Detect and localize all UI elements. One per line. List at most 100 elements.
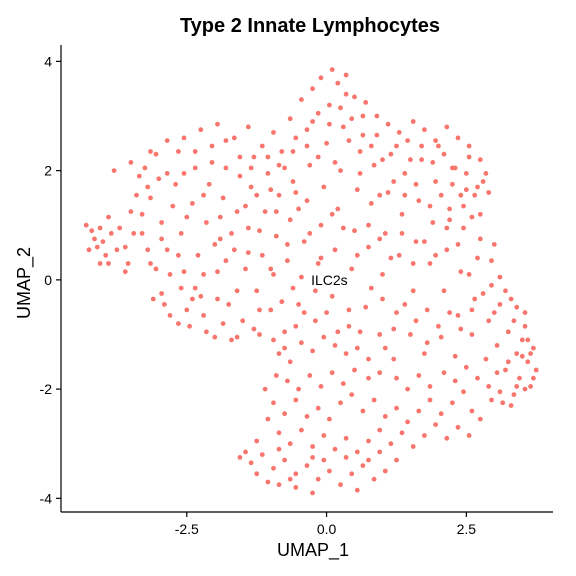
data-point (265, 154, 271, 160)
data-point (310, 490, 315, 496)
data-point (335, 80, 341, 86)
data-point (204, 329, 209, 335)
data-point (296, 206, 301, 212)
data-point (223, 165, 229, 171)
data-point (475, 255, 480, 261)
data-point (318, 255, 324, 261)
data-point (374, 132, 380, 138)
data-point (304, 143, 310, 149)
data-point (276, 446, 282, 452)
data-point (455, 135, 461, 141)
data-point (477, 236, 483, 242)
data-point (204, 220, 209, 225)
data-point (505, 359, 511, 365)
data-point (310, 455, 315, 460)
data-point (346, 138, 352, 144)
data-point (315, 110, 321, 116)
data-point (301, 239, 307, 245)
data-point (402, 171, 408, 176)
data-point (416, 198, 422, 204)
data-point (220, 195, 226, 201)
data-point (265, 416, 271, 422)
data-point (377, 449, 383, 455)
data-point (259, 252, 265, 258)
data-point (413, 318, 419, 324)
data-point (271, 465, 276, 471)
data-point (461, 203, 466, 209)
data-point (128, 209, 134, 215)
data-point (139, 231, 145, 236)
data-point (444, 225, 450, 231)
data-point (304, 463, 310, 468)
data-point (382, 414, 388, 419)
data-point (458, 269, 464, 275)
data-point (327, 468, 332, 474)
data-point (313, 288, 318, 294)
data-point (368, 143, 374, 149)
data-point (396, 252, 402, 258)
data-point (201, 192, 207, 198)
data-point (338, 482, 343, 488)
data-point (329, 370, 335, 376)
data-point (452, 378, 458, 384)
data-point (469, 408, 475, 414)
data-point (304, 127, 310, 133)
data-point (321, 433, 327, 438)
data-point (215, 121, 220, 127)
data-point (413, 181, 419, 187)
data-point (209, 160, 215, 165)
data-point (466, 433, 472, 438)
data-point (243, 266, 248, 272)
data-point (321, 184, 327, 190)
data-point (111, 168, 117, 174)
data-point (299, 97, 304, 102)
data-point (522, 323, 528, 329)
data-point (167, 313, 173, 318)
data-point (148, 149, 153, 154)
data-point (293, 397, 299, 403)
data-point (293, 190, 299, 195)
data-point (195, 252, 201, 258)
data-point (139, 211, 145, 217)
data-point (394, 405, 399, 411)
data-point (276, 192, 282, 198)
data-point (500, 400, 506, 406)
data-point (394, 143, 399, 149)
data-point (287, 441, 293, 447)
data-point (265, 479, 271, 485)
data-point (184, 214, 190, 220)
data-point (231, 247, 237, 253)
data-point (262, 209, 268, 215)
points-layer (83, 67, 539, 496)
data-point (279, 149, 285, 154)
data-point (394, 375, 399, 381)
data-point (307, 373, 313, 378)
data-point (458, 192, 464, 198)
data-point (338, 105, 343, 111)
y-tick-label: -4 (40, 490, 53, 506)
data-point (508, 403, 514, 408)
data-point (271, 337, 276, 343)
data-point (399, 231, 405, 236)
data-point (469, 307, 475, 313)
data-point (212, 334, 218, 340)
data-point (447, 310, 452, 315)
data-point (455, 424, 461, 430)
data-point (181, 135, 187, 141)
data-point (192, 149, 198, 154)
data-point (310, 348, 315, 354)
data-point (472, 192, 478, 198)
data-point (343, 72, 349, 78)
data-point (522, 310, 528, 315)
data-point (433, 179, 438, 184)
data-point (366, 222, 371, 228)
data-point (142, 165, 148, 171)
data-point (514, 384, 520, 389)
data-point (349, 116, 355, 122)
data-point (268, 307, 274, 313)
data-point (486, 190, 492, 195)
data-point (497, 302, 503, 307)
data-point (349, 266, 355, 272)
data-point (427, 261, 433, 266)
data-point (489, 397, 494, 403)
